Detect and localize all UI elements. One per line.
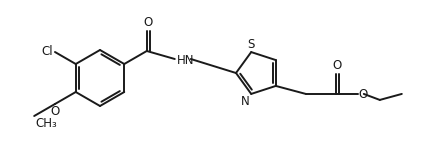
Text: HN: HN	[177, 53, 194, 66]
Text: O: O	[143, 16, 152, 29]
Text: S: S	[247, 38, 255, 51]
Text: Cl: Cl	[41, 45, 53, 58]
Text: CH₃: CH₃	[35, 117, 57, 130]
Text: N: N	[241, 95, 249, 108]
Text: O: O	[50, 105, 59, 118]
Text: O: O	[359, 89, 368, 101]
Text: O: O	[332, 59, 341, 72]
